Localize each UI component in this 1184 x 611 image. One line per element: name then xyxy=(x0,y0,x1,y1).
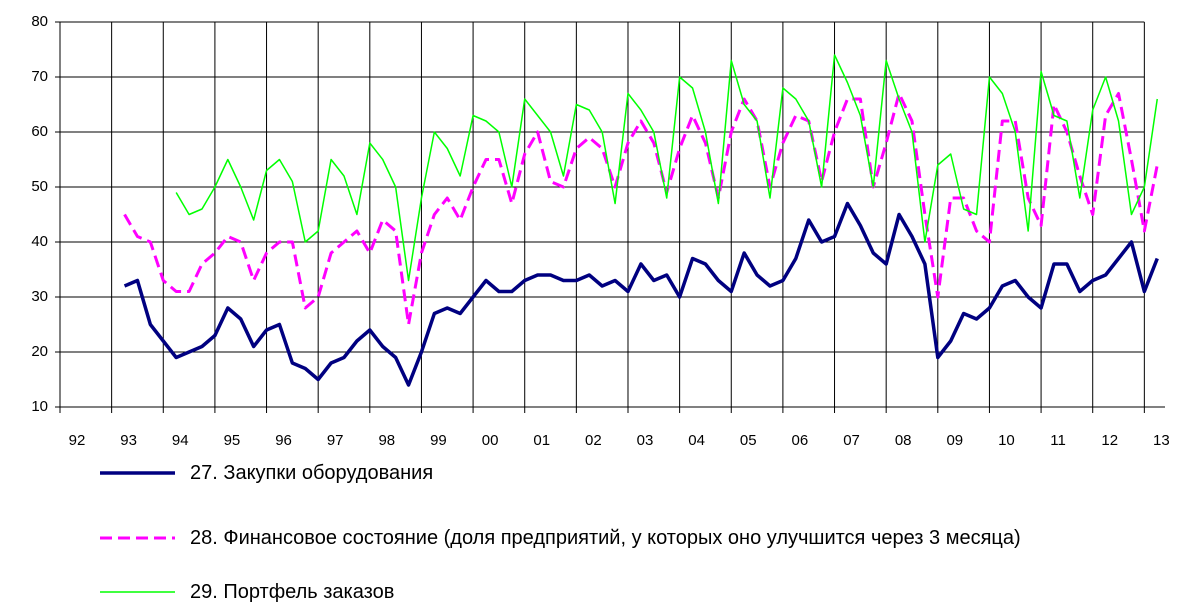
y-tick-label: 50 xyxy=(31,178,48,195)
x-tick-label: 13 xyxy=(1153,432,1170,449)
x-tick-label: 10 xyxy=(998,432,1015,449)
x-tick-label: 07 xyxy=(843,432,860,449)
legend-swatch xyxy=(100,471,175,475)
x-tick-label: 98 xyxy=(378,432,395,449)
x-tick-label: 06 xyxy=(792,432,809,449)
x-tick-label: 04 xyxy=(688,432,705,449)
y-tick-label: 20 xyxy=(31,343,48,360)
x-tick-label: 12 xyxy=(1101,432,1118,449)
x-tick-label: 96 xyxy=(275,432,292,449)
legend-swatch xyxy=(100,591,175,593)
series-line xyxy=(123,92,1159,326)
x-tick-label: 02 xyxy=(585,432,602,449)
x-tick-label: 94 xyxy=(172,432,189,449)
y-tick-label: 70 xyxy=(31,68,48,85)
y-tick-label: 10 xyxy=(31,398,48,415)
legend-label: 27. Закупки оборудования xyxy=(190,462,434,484)
x-tick-label: 95 xyxy=(224,432,241,449)
x-tick-label: 01 xyxy=(533,432,550,449)
x-tick-label: 11 xyxy=(1050,432,1066,449)
x-tick-label: 08 xyxy=(895,432,912,449)
y-tick-label: 60 xyxy=(31,123,48,140)
x-tick-label: 92 xyxy=(69,432,86,449)
x-tick-label: 09 xyxy=(946,432,963,449)
y-tick-label: 40 xyxy=(31,233,48,250)
legend-label: 28. Финансовое состояние (доля предприят… xyxy=(190,527,1021,549)
x-tick-label: 97 xyxy=(327,432,344,449)
x-tick-label: 00 xyxy=(482,432,499,449)
x-tick-label: 05 xyxy=(740,432,757,449)
x-tick-label: 03 xyxy=(637,432,654,449)
chart: 10 20 30 40 50 60 70 80 92 93 94 95 96 97 98 99 00 01 02 03… xyxy=(31,13,1170,449)
y-tick-label: 80 xyxy=(31,13,48,30)
legend-label: 29. Портфель заказов xyxy=(190,581,395,603)
x-tick-label: 93 xyxy=(120,432,137,449)
series-line xyxy=(175,54,1158,282)
legend-swatch xyxy=(100,536,175,540)
y-tick-label: 30 xyxy=(31,288,48,305)
x-tick-label: 99 xyxy=(430,432,447,449)
series-line xyxy=(123,201,1159,387)
